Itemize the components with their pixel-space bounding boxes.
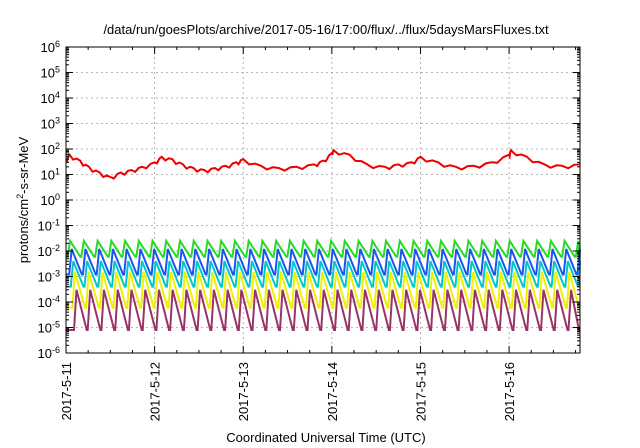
x-tick-label: 2017-5-14	[325, 362, 340, 421]
y-tick-label: 10-5	[38, 320, 60, 336]
x-tick-label: 2017-5-13	[236, 362, 251, 421]
y-tick-label: 104	[41, 90, 60, 106]
y-tick-label: 106	[41, 39, 60, 55]
series-line-3	[66, 248, 581, 276]
x-axis: 2017-5-11 2017-5-12 2017-5-13 2017-5-14 2017…	[59, 47, 577, 421]
chart-title: /data/run/goesPlots/archive/2017-05-16/1…	[103, 22, 549, 37]
x-tick-label: 2017-5-15	[413, 362, 428, 421]
series-line-1	[65, 148, 581, 180]
y-tick-label: 100	[41, 192, 60, 208]
series-line-5	[66, 271, 580, 309]
y-tick-label: 10-1	[38, 218, 60, 234]
y-tick-label: 10-3	[38, 269, 60, 285]
series-line-4	[66, 260, 581, 288]
series-line-2	[66, 238, 580, 258]
x-axis-label: Coordinated Universal Time (UTC)	[226, 430, 425, 445]
series-group	[65, 148, 581, 331]
y-axis-label: protons/cm2-s-sr-MeV	[15, 136, 31, 263]
y-tick-label: 101	[41, 167, 60, 183]
y-tick-label: 102	[41, 141, 60, 157]
y-tick-label: 10-6	[38, 345, 60, 361]
y-tick-label: 103	[41, 116, 60, 132]
y-tick-label: 10-2	[38, 243, 60, 259]
y-tick-label: 10-4	[38, 294, 60, 310]
x-tick-label: 2017-5-11	[59, 362, 74, 420]
y-tick-label: 105	[41, 65, 60, 81]
x-tick-label: 2017-5-12	[148, 362, 163, 421]
series-line-6	[66, 289, 580, 331]
x-tick-label: 2017-5-16	[502, 362, 517, 421]
